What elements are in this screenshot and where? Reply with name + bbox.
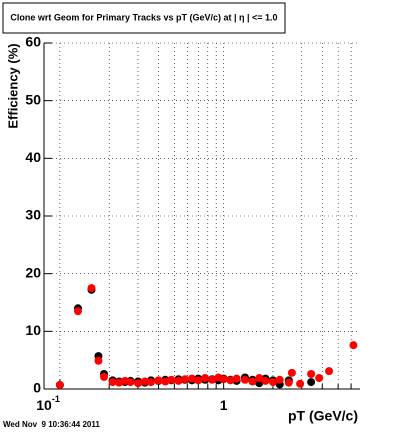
data-point (284, 378, 293, 387)
data-point (100, 372, 109, 381)
y-tick-label: 0 (33, 380, 41, 396)
data-point (315, 374, 324, 383)
data-point (146, 378, 155, 387)
data-point (349, 341, 358, 350)
data-point (261, 376, 270, 385)
data-point (287, 368, 296, 377)
data-point (307, 378, 316, 387)
data-point (174, 376, 183, 385)
data-point (194, 376, 203, 385)
data-point (307, 370, 316, 379)
data-point (161, 377, 170, 386)
data-point (154, 376, 163, 385)
data-point (94, 356, 103, 365)
data-point (232, 374, 241, 383)
y-tick-label: 10 (25, 322, 41, 338)
data-point (201, 374, 210, 383)
y-tick-label: 20 (25, 264, 41, 280)
data-point (87, 284, 96, 293)
x-axis-label: pT (GeV/c) (288, 408, 358, 424)
data-point (268, 378, 277, 387)
data-point (73, 307, 82, 316)
data-point (126, 378, 135, 387)
data-point (248, 377, 257, 386)
x-tick-label: 1 (220, 397, 228, 413)
data-point (180, 375, 189, 384)
data-point (208, 375, 217, 384)
timestamp: Wed Nov 9 10:36:44 2011 (3, 420, 100, 429)
chart-title: Clone wrt Geom for Primary Tracks vs pT … (10, 12, 277, 22)
y-axis-label: Efficiency (%) (5, 43, 20, 128)
data-point (55, 380, 64, 389)
data-point (255, 374, 264, 383)
data-point (296, 379, 305, 388)
x-tick-base: 10 (36, 397, 52, 413)
data-point (108, 378, 117, 387)
data-point (226, 376, 235, 385)
data-point (187, 374, 196, 383)
y-tick-label: 40 (25, 149, 41, 165)
y-tick-label: 30 (25, 207, 41, 223)
data-point (167, 375, 176, 384)
x-tick-exponent: -1 (52, 394, 60, 404)
x-tick-label: 10-1 (36, 394, 60, 412)
data-point (134, 379, 143, 388)
data-point (325, 367, 334, 376)
x-tick-base: 1 (220, 397, 228, 413)
y-tick-label: 50 (25, 91, 41, 107)
data-point (219, 375, 228, 384)
data-point (140, 377, 149, 386)
title-box (2, 2, 286, 34)
data-point (240, 375, 249, 384)
data-point (275, 375, 284, 384)
y-tick-label: 60 (25, 34, 41, 50)
